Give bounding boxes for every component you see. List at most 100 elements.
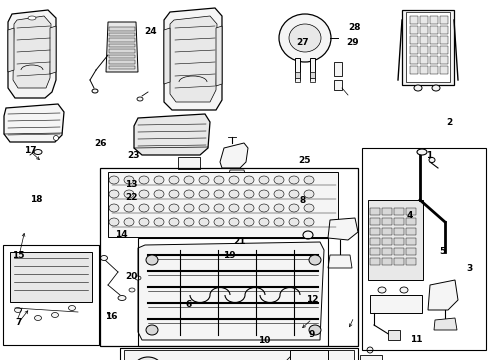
Ellipse shape xyxy=(169,204,179,212)
Ellipse shape xyxy=(129,288,135,292)
Ellipse shape xyxy=(139,204,149,212)
Ellipse shape xyxy=(154,204,163,212)
Bar xyxy=(309,58,314,80)
Ellipse shape xyxy=(228,218,239,226)
Bar xyxy=(100,168,357,346)
Ellipse shape xyxy=(279,14,330,62)
Ellipse shape xyxy=(259,204,268,212)
Ellipse shape xyxy=(288,190,298,198)
Bar xyxy=(419,46,427,54)
Text: 20: 20 xyxy=(124,272,137,281)
Ellipse shape xyxy=(273,218,284,226)
Text: 19: 19 xyxy=(222,251,235,260)
Text: 5: 5 xyxy=(439,248,445,256)
Ellipse shape xyxy=(139,218,149,226)
Polygon shape xyxy=(220,143,247,168)
Bar xyxy=(439,36,447,44)
Ellipse shape xyxy=(288,218,298,226)
Ellipse shape xyxy=(154,218,163,226)
Ellipse shape xyxy=(124,176,134,184)
Ellipse shape xyxy=(288,176,298,184)
Bar xyxy=(381,238,391,245)
Ellipse shape xyxy=(169,218,179,226)
Text: 14: 14 xyxy=(115,230,127,239)
Bar xyxy=(439,56,447,64)
Ellipse shape xyxy=(109,218,119,226)
Bar xyxy=(361,148,485,350)
Bar xyxy=(289,350,327,360)
Bar xyxy=(138,238,327,346)
Bar xyxy=(367,200,422,280)
Bar xyxy=(419,26,427,34)
Text: 24: 24 xyxy=(144,27,157,36)
Ellipse shape xyxy=(259,190,268,198)
Ellipse shape xyxy=(51,312,59,318)
Ellipse shape xyxy=(288,204,298,212)
Ellipse shape xyxy=(428,158,434,162)
Ellipse shape xyxy=(118,296,126,301)
Ellipse shape xyxy=(68,306,75,310)
Ellipse shape xyxy=(273,204,284,212)
Bar xyxy=(429,66,437,74)
Text: 12: 12 xyxy=(305,295,318,304)
Bar xyxy=(369,228,379,235)
Bar xyxy=(333,62,341,76)
Bar xyxy=(419,66,427,74)
Ellipse shape xyxy=(228,176,239,184)
Bar xyxy=(393,218,403,225)
Bar xyxy=(120,348,357,360)
Ellipse shape xyxy=(109,176,119,184)
Polygon shape xyxy=(8,10,56,98)
Ellipse shape xyxy=(273,190,284,198)
Ellipse shape xyxy=(101,256,107,261)
Bar xyxy=(419,36,427,44)
Text: 25: 25 xyxy=(297,156,310,165)
Bar xyxy=(369,258,379,265)
Ellipse shape xyxy=(154,190,163,198)
Polygon shape xyxy=(13,16,51,88)
Bar xyxy=(419,16,427,24)
Polygon shape xyxy=(216,26,222,86)
Ellipse shape xyxy=(139,176,149,184)
Ellipse shape xyxy=(146,255,158,265)
Bar xyxy=(405,12,449,82)
Bar xyxy=(108,172,337,237)
Ellipse shape xyxy=(228,190,239,198)
Bar xyxy=(359,355,381,360)
Bar xyxy=(393,258,403,265)
Ellipse shape xyxy=(308,255,320,265)
Ellipse shape xyxy=(399,287,407,293)
Bar xyxy=(109,49,135,53)
Bar xyxy=(405,258,415,265)
Text: 1: 1 xyxy=(426,151,431,160)
Text: 6: 6 xyxy=(185,300,191,309)
Text: 22: 22 xyxy=(124,193,137,202)
Bar xyxy=(10,252,92,302)
Ellipse shape xyxy=(199,218,208,226)
Bar xyxy=(409,36,417,44)
Ellipse shape xyxy=(15,307,21,312)
Ellipse shape xyxy=(244,218,253,226)
Polygon shape xyxy=(427,280,457,310)
Bar xyxy=(109,54,135,58)
Ellipse shape xyxy=(259,218,268,226)
Ellipse shape xyxy=(244,190,253,198)
Ellipse shape xyxy=(124,204,134,212)
Polygon shape xyxy=(163,8,222,110)
Bar xyxy=(439,26,447,34)
Text: 2: 2 xyxy=(445,118,451,127)
Text: 7: 7 xyxy=(15,318,22,327)
Ellipse shape xyxy=(366,347,372,353)
Text: 26: 26 xyxy=(94,139,106,148)
Text: 28: 28 xyxy=(347,23,360,32)
Bar xyxy=(333,80,341,90)
Ellipse shape xyxy=(199,176,208,184)
Ellipse shape xyxy=(34,149,42,154)
Bar xyxy=(401,10,453,85)
Ellipse shape xyxy=(183,190,194,198)
Ellipse shape xyxy=(124,218,134,226)
Bar xyxy=(381,228,391,235)
Polygon shape xyxy=(50,26,56,74)
Bar xyxy=(178,157,200,169)
Ellipse shape xyxy=(134,357,162,360)
